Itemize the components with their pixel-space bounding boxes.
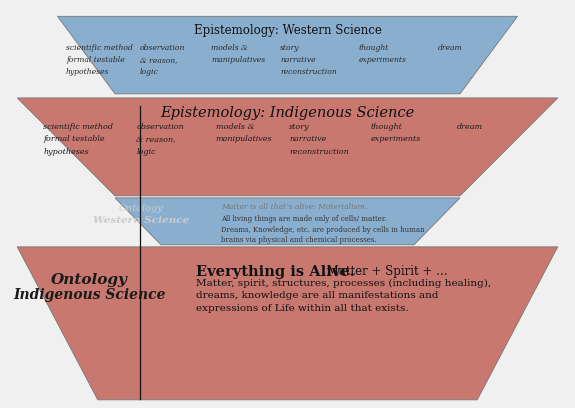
Text: Matter is all that’s alive: Materialism.: Matter is all that’s alive: Materialism. [221, 203, 367, 211]
Text: experiments: experiments [371, 135, 421, 144]
Text: dream: dream [438, 44, 463, 52]
Text: observation: observation [136, 123, 184, 131]
Text: Ontology: Ontology [51, 273, 128, 287]
Text: formal testable: formal testable [66, 56, 125, 64]
Text: All living things are made only of cells/ matter.: All living things are made only of cells… [221, 215, 387, 223]
Text: experiments: experiments [359, 56, 407, 64]
Text: thought: thought [371, 123, 402, 131]
Text: Indigenous Science: Indigenous Science [13, 288, 166, 302]
Text: Epistemology: Indigenous Science: Epistemology: Indigenous Science [160, 106, 415, 120]
Polygon shape [58, 16, 518, 94]
Polygon shape [17, 98, 558, 196]
Text: story: story [289, 123, 310, 131]
Polygon shape [17, 247, 558, 400]
Text: scientific method: scientific method [43, 123, 113, 131]
Text: observation: observation [140, 44, 185, 52]
Text: Dreams, Knowledge, etc. are produced by cells in human: Dreams, Knowledge, etc. are produced by … [221, 226, 425, 234]
Text: hypotheses: hypotheses [66, 68, 109, 76]
Text: manipulatives: manipulatives [211, 56, 265, 64]
Text: models &: models & [216, 123, 254, 131]
Text: formal testable: formal testable [43, 135, 105, 144]
Text: hypotheses: hypotheses [43, 148, 89, 156]
Text: manipulatives: manipulatives [216, 135, 272, 144]
Text: logic: logic [136, 148, 156, 156]
Text: story: story [280, 44, 300, 52]
Text: Epistemology: Western Science: Epistemology: Western Science [194, 24, 381, 38]
Text: Western Science: Western Science [93, 216, 189, 225]
Text: logic: logic [140, 68, 159, 76]
Text: brains via physical and chemical processes.: brains via physical and chemical process… [221, 236, 377, 244]
Text: & reason,: & reason, [140, 56, 177, 64]
Text: Matter, spirit, structures, processes (including healing),: Matter, spirit, structures, processes (i… [196, 279, 490, 288]
Text: Ontology: Ontology [118, 204, 163, 213]
Text: Matter + Spirit + …: Matter + Spirit + … [323, 265, 448, 278]
Text: & reason,: & reason, [136, 135, 176, 144]
Polygon shape [115, 198, 460, 245]
Text: thought: thought [359, 44, 389, 52]
Text: narrative: narrative [280, 56, 316, 64]
Text: reconstruction: reconstruction [280, 68, 337, 76]
Text: scientific method: scientific method [66, 44, 133, 52]
Text: dreams, knowledge are all manifestations and: dreams, knowledge are all manifestations… [196, 291, 438, 300]
Text: expressions of Life within all that exists.: expressions of Life within all that exis… [196, 304, 408, 313]
Text: narrative: narrative [289, 135, 327, 144]
Text: reconstruction: reconstruction [289, 148, 349, 156]
Text: Everything is Alive.: Everything is Alive. [196, 265, 354, 279]
Text: models &: models & [211, 44, 248, 52]
Text: dream: dream [457, 123, 483, 131]
